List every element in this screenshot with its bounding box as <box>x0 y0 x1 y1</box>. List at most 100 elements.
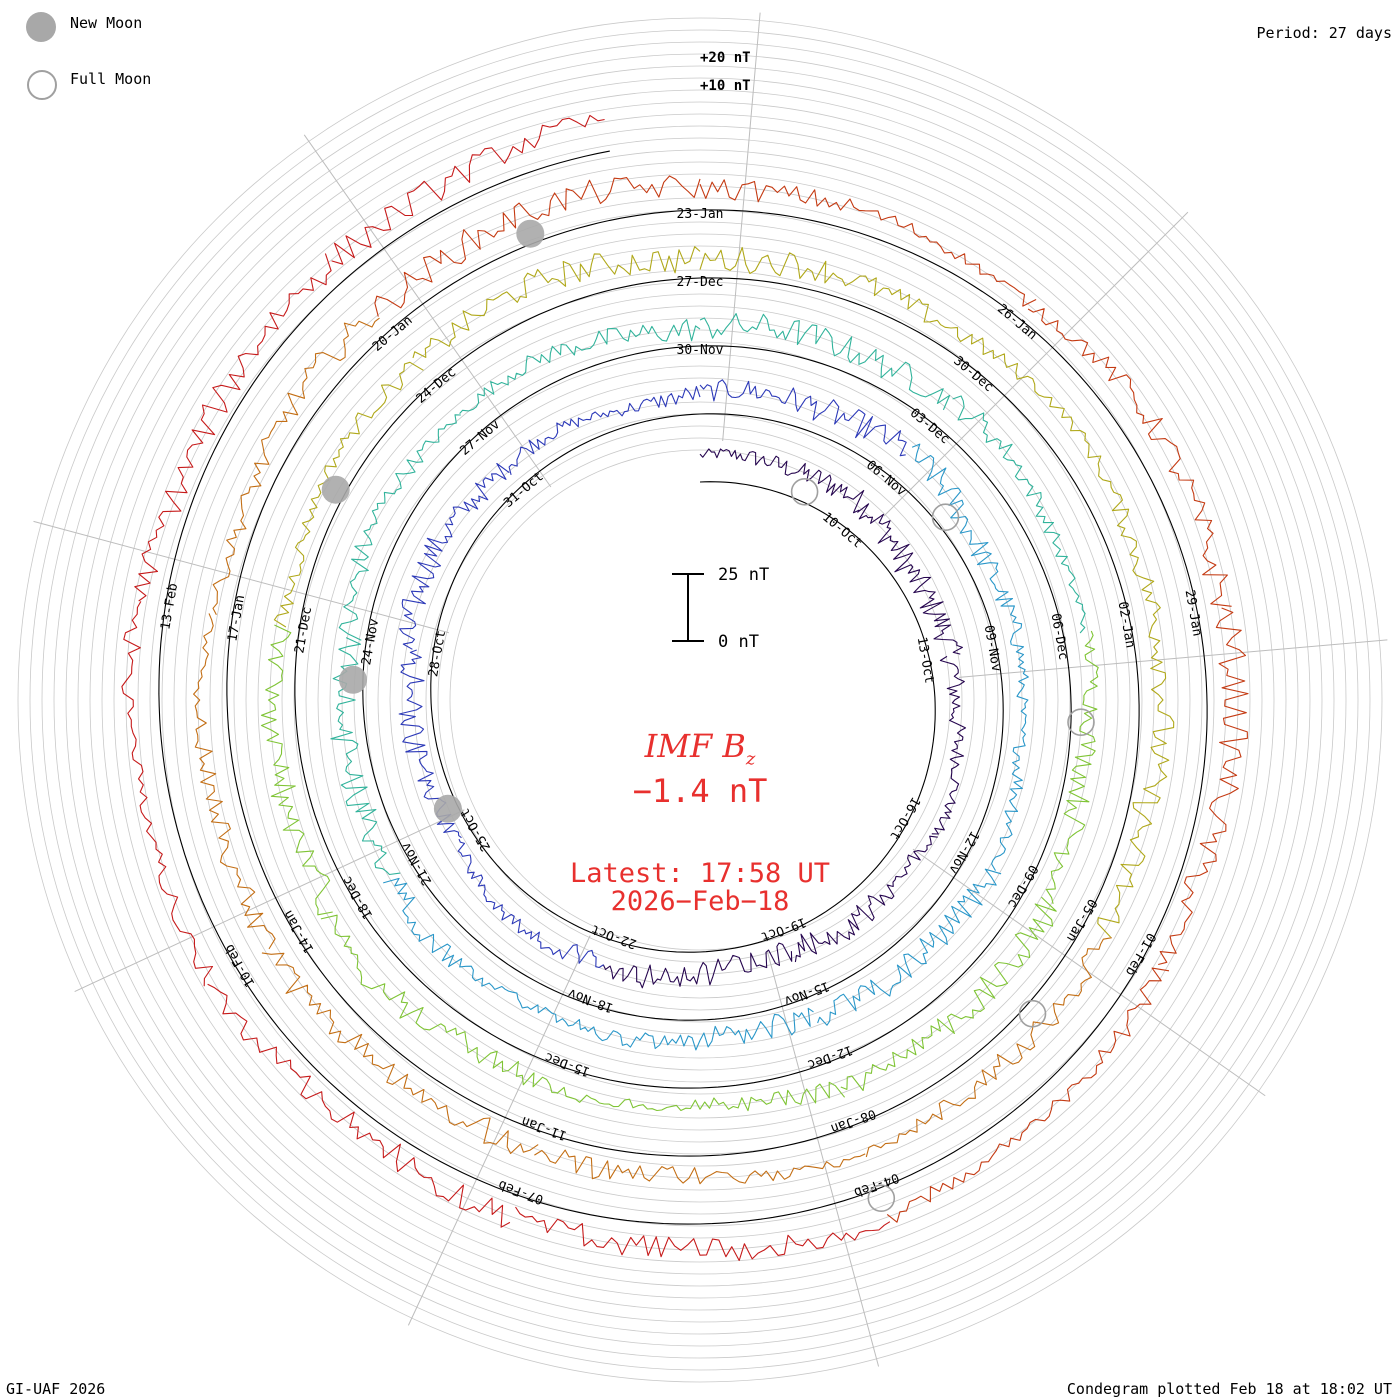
date-tick-label: 08-Jan <box>828 1106 877 1136</box>
imf-bz-trace-segment <box>273 361 424 628</box>
legend-new-moon-label: New Moon <box>70 14 143 32</box>
period-label: Period: 27 days <box>1256 24 1392 42</box>
grid-ring <box>329 329 1071 1071</box>
date-tick-label: 23-Jan <box>677 207 724 222</box>
scale-bar-label-bottom: 0 nT <box>718 632 759 652</box>
imf-bz-trace-segment <box>699 246 994 356</box>
date-tick-label: 27-Dec <box>677 275 724 290</box>
grid-ring <box>125 125 1275 1275</box>
date-tick-label: 02-Jan <box>1115 600 1138 649</box>
grid-ring <box>389 389 1011 1011</box>
full-moon-marker <box>1018 999 1047 1028</box>
date-tick-label: 20-Jan <box>370 313 416 355</box>
grid-ring <box>305 305 1095 1095</box>
date-tick-label: 11-Jan <box>520 1113 569 1143</box>
imf-bz-trace-segment <box>534 1149 866 1185</box>
grid-ring <box>401 401 999 999</box>
grid-ring <box>149 149 1251 1251</box>
new-moon-marker <box>339 665 367 694</box>
imf-bz-trace-segment <box>699 313 951 411</box>
imf-bz-trace-segment <box>699 179 1037 307</box>
imf-bz-trace-segment <box>457 838 604 969</box>
date-tick-label: 10-Feb <box>222 941 259 989</box>
date-tick-label: 30-Dec <box>950 354 996 396</box>
grid-ring <box>197 197 1203 1203</box>
date-tick-label: 15-Dec <box>543 1049 592 1079</box>
date-tick-label: 01-Feb <box>1122 930 1159 978</box>
date-tick-label: 06-Dec <box>1048 612 1071 661</box>
imf-bz-trace-segment <box>338 414 461 641</box>
grid-ring <box>317 317 1083 1083</box>
grid-ring <box>365 365 1035 1035</box>
imf-bz-trace-segment <box>817 868 1002 1026</box>
date-tick-label: 07-Feb <box>496 1177 545 1207</box>
date-tick-label: 24-Dec <box>414 365 460 407</box>
imf-bz-trace-segment <box>1158 607 1249 966</box>
full-moon-marker <box>867 1184 896 1212</box>
imf-bz-trace-segment <box>260 624 333 916</box>
grid-ring <box>41 41 1359 1359</box>
date-tick-label: 19-Oct <box>759 914 808 944</box>
grid-spoke <box>883 211 1189 517</box>
imf-bz-trace-segment <box>1097 619 1175 938</box>
imf-bz-trace-segment <box>331 114 605 265</box>
full-moon-legend-icon <box>27 70 57 100</box>
date-tick-label: 25-Oct <box>458 805 494 853</box>
imf-bz-trace-segment <box>699 448 865 514</box>
footer-plotted: Condegram plotted Feb 18 at 18:02 UT <box>1066 1380 1392 1398</box>
scale-label-10nT: +10 nT <box>700 78 751 94</box>
date-tick-label: 31-Oct <box>501 469 547 511</box>
legend-full-moon-label: Full Moon <box>70 70 152 88</box>
grid-ring <box>377 377 1023 1023</box>
imf-bz-trace-segment <box>374 175 701 317</box>
date-tick-label: 21-Dec <box>292 606 315 655</box>
imf-bz-trace-segment <box>1027 308 1232 607</box>
imf-bz-trace-segment <box>207 983 511 1228</box>
imf-bz-trace-segment <box>911 443 1023 646</box>
date-tick-label: 13-Feb <box>158 582 181 631</box>
grid-spoke <box>766 951 880 1367</box>
imf-bz-trace-segment <box>508 385 701 476</box>
date-tick-label: 10-Oct <box>819 510 865 552</box>
imf-bz-trace-segment <box>330 637 401 876</box>
new-moon-marker <box>321 475 350 504</box>
grid-ring <box>89 89 1311 1311</box>
footer-credit: GI-UAF 2026 <box>6 1380 106 1398</box>
date-tick-label: 27-Nov <box>457 417 503 459</box>
grid-ring <box>221 221 1179 1179</box>
grid-ring <box>29 29 1371 1371</box>
new-moon-marker <box>516 219 545 248</box>
imf-bz-trace-segment <box>459 319 701 414</box>
scale-label-20nT: +20 nT <box>700 50 751 66</box>
grid-ring <box>341 341 1059 1059</box>
date-tick-label: 30-Nov <box>677 343 724 358</box>
imf-bz-trace-segment <box>857 503 963 655</box>
date-tick-label: 17-Jan <box>225 594 248 643</box>
imf-bz-trace-segment <box>261 952 539 1155</box>
full-moon-marker <box>790 477 819 506</box>
imf-bz-trace-segment <box>579 1007 814 1051</box>
date-tick-label: 28-Oct <box>426 629 449 678</box>
imf-bz-trace-segment <box>952 395 1086 634</box>
grid-ring <box>185 185 1215 1215</box>
imf-bz-trace-segment <box>556 1081 846 1112</box>
chart-title-subscript: z <box>745 748 756 770</box>
grid-ring <box>17 17 1383 1383</box>
grid-ring <box>233 233 1167 1167</box>
grid-spoke <box>722 12 761 442</box>
date-tick-label: 26-Jan <box>994 301 1040 343</box>
grid-ring <box>425 425 975 975</box>
grid-spoke <box>33 520 449 634</box>
imf-bz-trace-segment <box>794 835 938 963</box>
imf-bz-trace-segment <box>991 644 1029 871</box>
imf-bz-trace-segment <box>383 877 581 1030</box>
grid-spoke <box>74 809 465 993</box>
grid-ring <box>161 161 1239 1239</box>
latest-date: 2026−Feb−18 <box>610 886 790 917</box>
imf-bz-trace-segment <box>886 967 1170 1223</box>
grid-spoke <box>407 935 591 1326</box>
imf-bz-trace-segment <box>931 655 967 835</box>
full-moon-marker <box>1067 708 1095 737</box>
imf-bz-trace-segment <box>412 246 701 359</box>
